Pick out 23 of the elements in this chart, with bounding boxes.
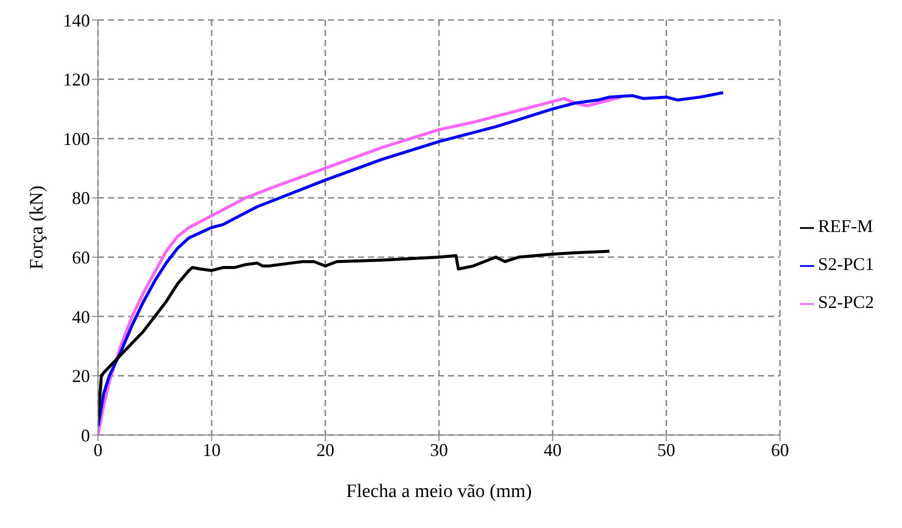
x-tick-label: 20 [316,440,334,460]
y-tick-label: 140 [63,10,90,30]
y-tick-label: 120 [63,70,90,90]
x-tick-label: 50 [657,440,676,460]
legend-label: S2-PC2 [818,292,874,312]
x-tick-label: 60 [770,440,789,460]
line-series [98,96,622,435]
line-series [98,91,725,428]
x-tick-label: 30 [430,440,448,460]
y-tick-label: 20 [72,366,90,386]
x-tick-label: 10 [202,440,221,460]
legend-label: REF-M [818,216,873,236]
y-tick-label: 0 [81,425,90,446]
x-tick-label: 0 [94,440,102,460]
y-tick-label: 80 [72,188,90,208]
line-series [98,250,611,422]
y-tick-label: 100 [63,128,90,149]
legend-label: S2-PC1 [818,254,874,274]
x-axis-title: Flecha a meio vão (mm) [346,481,532,502]
x-tick-label: 40 [544,440,562,460]
y-tick-label: 40 [72,306,90,327]
y-tick-label: 60 [72,248,90,268]
y-axis-title: Força (kN) [26,186,48,270]
